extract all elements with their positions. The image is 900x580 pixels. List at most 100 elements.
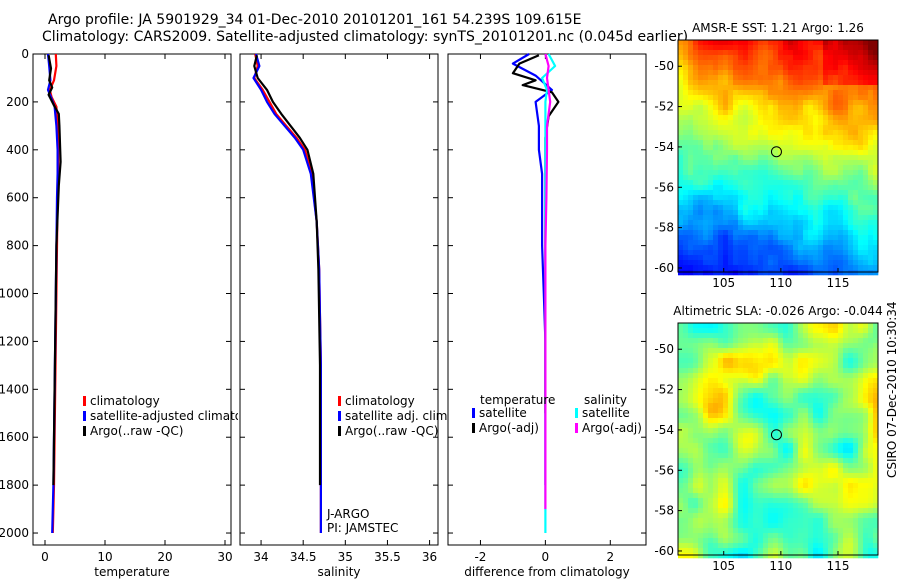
sst-map-cell bbox=[833, 250, 839, 256]
sst-map-cell bbox=[743, 205, 749, 211]
sst-map-cell bbox=[873, 105, 879, 111]
sla-map-cell bbox=[743, 523, 749, 529]
sst-map-cell bbox=[843, 215, 849, 221]
sla-map-cell bbox=[763, 538, 769, 544]
sla-map-cell bbox=[858, 338, 864, 344]
sla-map-cell bbox=[833, 493, 839, 499]
sst-map-cell bbox=[683, 185, 689, 191]
sla-map-cell bbox=[808, 553, 814, 559]
sst-map-cell bbox=[813, 180, 819, 186]
sst-map-cell bbox=[728, 170, 734, 176]
sst-map-cell bbox=[738, 235, 744, 241]
sst-map-cell bbox=[743, 185, 749, 191]
sst-map-cell bbox=[678, 210, 684, 216]
sla-map-cell bbox=[683, 348, 689, 354]
sla-map-cell bbox=[863, 553, 869, 559]
sla-map-cell bbox=[748, 328, 754, 334]
sla-map-cell bbox=[778, 338, 784, 344]
sla-map-cell bbox=[703, 483, 709, 489]
sst-map-cell bbox=[853, 120, 859, 126]
sst-map-cell bbox=[733, 240, 739, 246]
sla-map-cell bbox=[838, 328, 844, 334]
sla-map-cell bbox=[793, 508, 799, 514]
sla-map-cell bbox=[858, 528, 864, 534]
sst-map-cell bbox=[763, 255, 769, 261]
sst-map-cell bbox=[728, 95, 734, 101]
sla-map-cell bbox=[788, 483, 794, 489]
sla-map-cell bbox=[708, 513, 714, 519]
sla-map-cell bbox=[683, 543, 689, 549]
sst-map-cell bbox=[743, 200, 749, 206]
sla-map-cell bbox=[823, 358, 829, 364]
sst-map-cell bbox=[813, 85, 819, 91]
sla-map-cell bbox=[758, 528, 764, 534]
sla-map-cell bbox=[813, 398, 819, 404]
sla-map-cell bbox=[713, 383, 719, 389]
sst-map-cell bbox=[803, 125, 809, 131]
sst-map-cell bbox=[758, 55, 764, 61]
sla-map-cell bbox=[763, 393, 769, 399]
sla-map-cell bbox=[688, 378, 694, 384]
sla-map-cell bbox=[808, 508, 814, 514]
sst-map-cell bbox=[693, 245, 699, 251]
sla-map-cell bbox=[803, 403, 809, 409]
sla-map-cell bbox=[803, 448, 809, 454]
sla-map-cell bbox=[848, 523, 854, 529]
sst-map-cell bbox=[833, 170, 839, 176]
sla-map-cell bbox=[728, 378, 734, 384]
sla-map-cell bbox=[823, 443, 829, 449]
sla-map-cell bbox=[833, 433, 839, 439]
sst-map-cell bbox=[853, 165, 859, 171]
sst-map-cell bbox=[768, 150, 774, 156]
sst-map-cell bbox=[863, 195, 869, 201]
sst-map-cell bbox=[803, 155, 809, 161]
sst-map-cell bbox=[698, 235, 704, 241]
sla-map-cell bbox=[688, 483, 694, 489]
sla-map-cell bbox=[743, 388, 749, 394]
sla-map-cell bbox=[708, 543, 714, 549]
sla-map-cell bbox=[683, 458, 689, 464]
sla-map-cell bbox=[708, 423, 714, 429]
sst-map-cell bbox=[753, 150, 759, 156]
sst-map-cell bbox=[743, 240, 749, 246]
sst-map-cell bbox=[783, 230, 789, 236]
sst-map-cell bbox=[793, 250, 799, 256]
sla-map-cell bbox=[703, 403, 709, 409]
sla-map-cell bbox=[788, 488, 794, 494]
sst-map-cell bbox=[693, 195, 699, 201]
sla-map-cell bbox=[698, 323, 704, 329]
sst-map-cell bbox=[788, 110, 794, 116]
sla-map-cell bbox=[843, 523, 849, 529]
sst-map-cell bbox=[753, 115, 759, 121]
sla-map-cell bbox=[708, 548, 714, 554]
sla-map-cell bbox=[753, 503, 759, 509]
sst-map-cell bbox=[693, 80, 699, 86]
sst-map-cell bbox=[788, 125, 794, 131]
sst-map-cell bbox=[773, 235, 779, 241]
sla-map-cell bbox=[838, 333, 844, 339]
sst-map-cell bbox=[718, 95, 724, 101]
sla-map-cell bbox=[758, 343, 764, 349]
sst-map-cell bbox=[713, 125, 719, 131]
sla-map-cell bbox=[823, 413, 829, 419]
sla-map-cell bbox=[818, 483, 824, 489]
sst-map-cell bbox=[848, 270, 854, 276]
sla-map-cell bbox=[853, 518, 859, 524]
sla-map-cell bbox=[688, 448, 694, 454]
sst-map-cell bbox=[818, 255, 824, 261]
sla-map-cell bbox=[763, 463, 769, 469]
sla-map-cell bbox=[793, 453, 799, 459]
sst-map-cell bbox=[688, 100, 694, 106]
sla-map-cell bbox=[828, 458, 834, 464]
sst-map-cell bbox=[813, 80, 819, 86]
sst-map-cell bbox=[733, 210, 739, 216]
sla-map-cell bbox=[808, 378, 814, 384]
sla-map-cell bbox=[873, 408, 879, 414]
sst-map-cell bbox=[683, 50, 689, 56]
sla-map-cell bbox=[738, 533, 744, 539]
sla-map-cell bbox=[838, 473, 844, 479]
sla-map-cell bbox=[868, 403, 874, 409]
sla-map-cell bbox=[773, 388, 779, 394]
sst-map-cell bbox=[853, 255, 859, 261]
sla-map-cell bbox=[838, 353, 844, 359]
